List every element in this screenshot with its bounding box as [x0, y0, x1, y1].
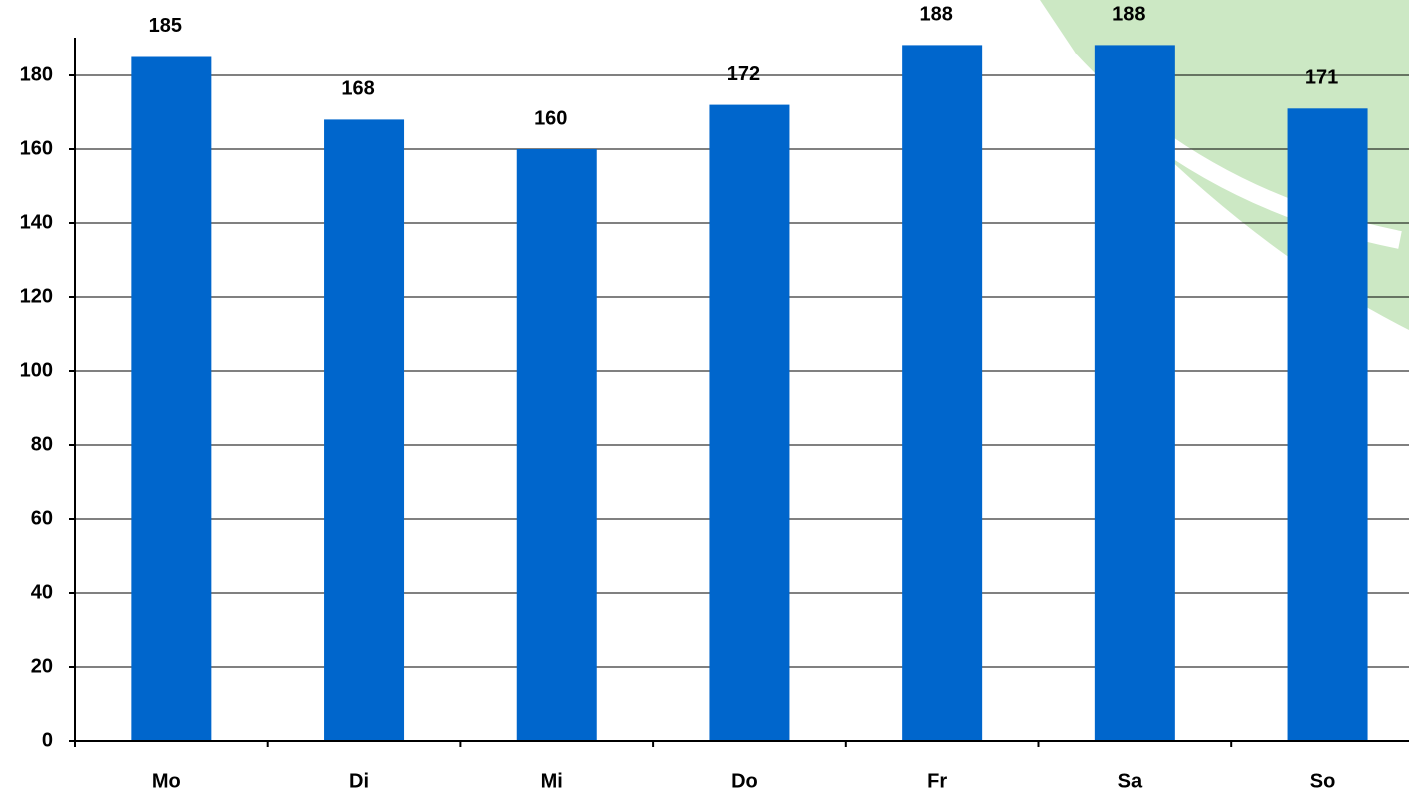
x-tick-label: Mi — [541, 770, 563, 791]
bar — [1095, 45, 1175, 741]
bar — [517, 149, 597, 741]
x-tick-label: So — [1310, 770, 1336, 791]
y-tick-label: 20 — [31, 655, 53, 677]
value-label: 160 — [534, 107, 567, 129]
value-label: 171 — [1305, 67, 1338, 89]
y-tick-label: 140 — [20, 211, 53, 233]
bar — [131, 57, 211, 742]
y-tick-label: 60 — [31, 507, 53, 529]
bar — [324, 119, 404, 741]
y-tick-label: 180 — [20, 63, 53, 85]
x-tick-label: Fr — [927, 770, 947, 791]
bar — [902, 45, 982, 741]
chart: 0 20 40 60 80 100 120 140 160 180 185 Mo 168 Di 160 Mi 1… — [0, 0, 1409, 791]
x-tick-label: Mo — [152, 770, 181, 791]
value-label: 172 — [727, 63, 760, 85]
value-label: 188 — [1112, 4, 1145, 26]
y-tick-label: 0 — [42, 729, 53, 751]
x-tick-label: Di — [349, 770, 369, 791]
x-tick-label: Sa — [1118, 770, 1143, 791]
value-label: 168 — [341, 78, 374, 100]
x-tick-label: Do — [731, 770, 758, 791]
y-tick-label: 160 — [20, 137, 53, 159]
y-tick-label: 120 — [20, 285, 53, 307]
bar — [1288, 108, 1368, 741]
y-tick-label: 100 — [20, 359, 53, 381]
y-tick-label: 40 — [31, 581, 53, 603]
value-label: 188 — [919, 4, 952, 26]
value-label: 185 — [149, 15, 182, 37]
bar — [709, 105, 789, 741]
y-tick-label: 80 — [31, 433, 53, 455]
